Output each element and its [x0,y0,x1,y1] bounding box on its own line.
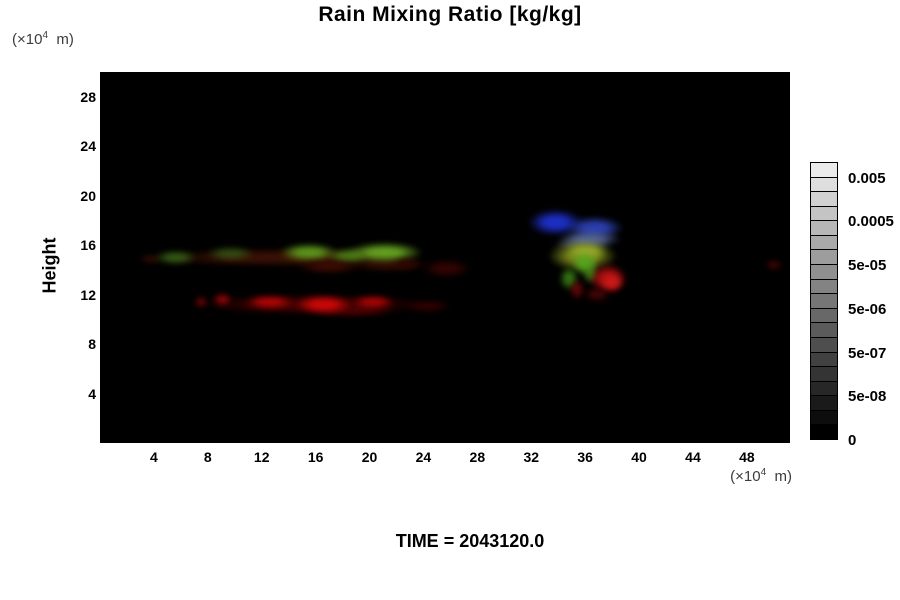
rain-field-blob [205,246,257,262]
time-label: TIME = 2043120.0 [395,531,545,551]
colorbar [810,162,838,440]
colorbar-cell [810,249,838,266]
colorbar-cell [810,380,838,397]
x-tick-label: 44 [685,449,701,465]
y-tick-label: 20 [80,187,96,204]
colorbar-cell [810,366,838,382]
colorbar-cell [810,220,838,236]
y-tick-label: 16 [80,237,96,254]
x-tick-label: 48 [739,449,755,465]
x-units-exponent: 4 [760,467,767,478]
colorbar-cell [810,234,838,251]
colorbar-cell [810,191,838,207]
plot-area [100,72,790,443]
rain-field-blob [391,257,421,270]
colorbar-tick-label: 0.0005 [848,213,894,231]
colorbar-cell [810,351,838,368]
x-tick-label: 24 [415,449,432,465]
x-units-prefix: (×10 [730,468,761,485]
colorbar-cell [810,293,838,309]
colorbar-cell [810,176,838,193]
x-tick-label: 36 [577,449,593,465]
x-axis-units-label: (×104 m) [0,467,792,485]
colorbar-cell [810,322,838,338]
rain-field-blob [138,253,164,264]
rain-field-blob [401,299,454,312]
x-tick-label: 32 [523,449,540,465]
colorbar-tick-label: 0.005 [848,169,886,187]
colorbar-cell [810,336,838,353]
x-tick-label: 40 [631,449,647,465]
colorbar-cell [810,409,838,426]
x-tick-label: 20 [361,449,378,465]
y-tick-label: 4 [88,385,96,402]
colorbar-cell [810,395,838,411]
rain-field-blob [765,259,783,271]
colorbar-tick-label: 5e-07 [848,344,887,362]
rain-field-blob [568,279,586,301]
rain-field-blob [244,294,296,310]
rain-field-blob [350,294,397,310]
rain-field-blob [599,272,625,292]
colorbar-cell [810,278,838,295]
rain-field-blob [211,293,234,306]
colorbar-cell [810,307,838,324]
colorbar-cell [810,264,838,280]
colorbar-cell [810,162,838,178]
colorbar-tick-label: 0 [848,432,857,449]
x-tick-label: 12 [253,449,270,465]
rain-field-blob [277,243,340,262]
colorbar-tick-label: 5e-05 [848,257,887,275]
colorbar-tick-label: 5e-06 [848,300,887,318]
y-tick-label: 24 [80,138,96,155]
rain-field-blob [294,295,354,314]
x-tick-label: 8 [203,449,212,465]
colorbar-cell [810,424,838,440]
x-tick-label: 28 [469,449,486,465]
x-tick-label: 16 [307,449,324,465]
x-units-suffix: m) [766,468,793,485]
rain-field-blob [193,296,209,308]
rain-field-blob [420,259,473,278]
rain-field-blob [294,258,365,274]
y-tick-label: 28 [80,88,96,105]
rain-field-blob [583,287,612,302]
rain-field-blob [152,250,199,265]
chart-title: Rain Mixing Ratio [kg/kg] [318,3,582,26]
y-units-prefix: (×10 [12,31,43,48]
x-tick-label: 4 [150,449,158,465]
y-tick-label: 8 [88,336,96,353]
y-tick-label: 12 [80,286,96,303]
y-units-exponent: 4 [42,30,49,41]
y-units-suffix: m) [48,31,74,48]
colorbar-cell [810,205,838,222]
y-axis-units-label: (×104 m) [12,30,74,48]
colorbar-tick-label: 5e-08 [848,388,887,406]
